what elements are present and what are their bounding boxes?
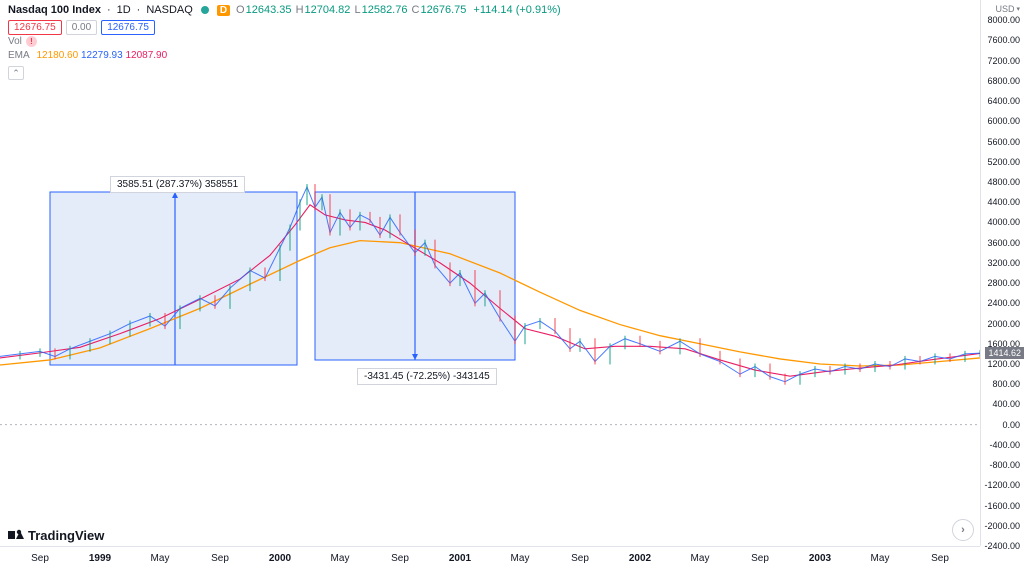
y-axis-unit: USD▾ bbox=[995, 4, 1020, 14]
x-tick: 2000 bbox=[269, 553, 291, 564]
x-tick: Sep bbox=[751, 553, 769, 564]
price-boxes: 12676.75 0.00 12676.75 bbox=[8, 20, 155, 35]
y-tick: 800.00 bbox=[992, 379, 1020, 389]
y-tick: 6000.00 bbox=[987, 116, 1020, 126]
warning-icon: ! bbox=[26, 36, 37, 47]
y-tick: -800.00 bbox=[989, 460, 1020, 470]
y-tick: 5200.00 bbox=[987, 157, 1020, 167]
y-tick: 6800.00 bbox=[987, 76, 1020, 86]
y-tick: 7600.00 bbox=[987, 35, 1020, 45]
collapse-button[interactable]: ⌃ bbox=[8, 66, 24, 80]
x-tick: Sep bbox=[211, 553, 229, 564]
annotation-up-label[interactable]: 3585.51 (287.37%) 358551 bbox=[110, 176, 245, 193]
x-tick: Sep bbox=[391, 553, 409, 564]
y-tick: 1200.00 bbox=[987, 359, 1020, 369]
y-axis[interactable]: USD▾ 8000.00 7600.00 7200.00 6800.00 6400.00… bbox=[980, 0, 1024, 546]
y-tick: 0.00 bbox=[1002, 420, 1020, 430]
y-tick: 4000.00 bbox=[987, 217, 1020, 227]
x-tick: May bbox=[511, 553, 530, 564]
delayed-badge: D bbox=[217, 5, 230, 16]
price-marker: 1414.62 bbox=[985, 347, 1024, 359]
y-tick: -1600.00 bbox=[984, 501, 1020, 511]
chevron-right-icon: › bbox=[961, 524, 965, 536]
y-tick: -2000.00 bbox=[984, 521, 1020, 531]
chevron-up-icon: ⌃ bbox=[12, 68, 20, 79]
y-tick: 7200.00 bbox=[987, 56, 1020, 66]
y-tick: 8000.00 bbox=[987, 15, 1020, 25]
ohlc-readout: O12643.35 H12704.82 L12582.76 C12676.75 bbox=[236, 4, 467, 16]
scroll-right-button[interactable]: › bbox=[952, 519, 974, 541]
y-tick: 3600.00 bbox=[987, 238, 1020, 248]
y-tick: -2400.00 bbox=[984, 541, 1020, 551]
price-change: +114.14 (+0.91%) bbox=[473, 4, 560, 16]
y-tick: 2800.00 bbox=[987, 278, 1020, 288]
x-tick: 2003 bbox=[809, 553, 831, 564]
symbol-title[interactable]: Nasdaq 100 Index bbox=[8, 4, 101, 16]
last-price-blue: 12676.75 bbox=[101, 20, 155, 35]
y-tick: 4800.00 bbox=[987, 177, 1020, 187]
x-tick: 1999 bbox=[89, 553, 111, 564]
ema-indicator: EMA 12180.60 12279.93 12087.90 bbox=[8, 50, 167, 61]
y-tick: 5600.00 bbox=[987, 137, 1020, 147]
y-tick: 400.00 bbox=[992, 399, 1020, 409]
x-tick: May bbox=[331, 553, 350, 564]
x-tick: May bbox=[151, 553, 170, 564]
x-tick: May bbox=[871, 553, 890, 564]
x-tick: Sep bbox=[31, 553, 49, 564]
x-tick: 2001 bbox=[449, 553, 471, 564]
market-status-dot bbox=[201, 6, 209, 14]
x-axis[interactable]: Sep 1999 May Sep 2000 May Sep 2001 May Sep 2002 May… bbox=[0, 546, 980, 576]
x-tick: Sep bbox=[931, 553, 949, 564]
y-tick: -1200.00 bbox=[984, 480, 1020, 490]
tradingview-icon bbox=[8, 527, 24, 543]
x-tick: 2002 bbox=[629, 553, 651, 564]
annotation-down-label[interactable]: -3431.45 (-72.25%) -343145 bbox=[357, 368, 497, 385]
x-tick: May bbox=[691, 553, 710, 564]
branding-logo[interactable]: TradingView bbox=[8, 527, 104, 543]
price-chart[interactable] bbox=[0, 0, 980, 546]
exchange-label: NASDAQ bbox=[146, 4, 192, 16]
price-delta: 0.00 bbox=[66, 20, 97, 35]
y-tick: 4400.00 bbox=[987, 197, 1020, 207]
volume-indicator: Vol ! bbox=[8, 36, 37, 47]
y-tick: 2400.00 bbox=[987, 298, 1020, 308]
y-tick: -400.00 bbox=[989, 440, 1020, 450]
timeframe-label[interactable]: 1D bbox=[117, 4, 131, 16]
chart-header: Nasdaq 100 Index · 1D · NASDAQ D O12643.… bbox=[8, 4, 561, 16]
x-tick: Sep bbox=[571, 553, 589, 564]
y-tick: 3200.00 bbox=[987, 258, 1020, 268]
last-price-red: 12676.75 bbox=[8, 20, 62, 35]
y-tick: 6400.00 bbox=[987, 96, 1020, 106]
y-tick: 2000.00 bbox=[987, 319, 1020, 329]
